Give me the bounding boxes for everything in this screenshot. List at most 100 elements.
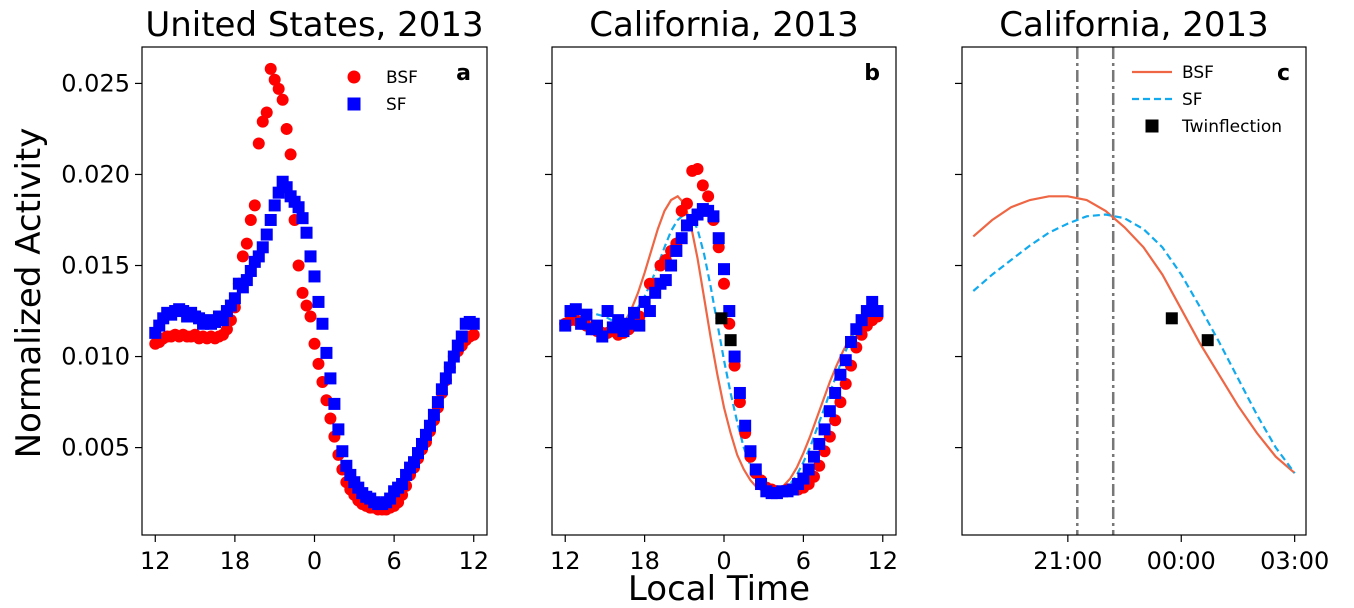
data-point	[739, 419, 752, 432]
data-point	[256, 241, 269, 254]
data-point	[818, 423, 831, 436]
data-point	[236, 250, 249, 263]
data-point	[408, 456, 421, 469]
chart-title: California, 2013	[999, 5, 1269, 45]
legend-marker	[347, 97, 361, 111]
series-line	[972, 195, 1296, 474]
data-point	[813, 459, 826, 472]
data-point	[744, 445, 757, 458]
data-point	[324, 412, 337, 425]
data-point	[228, 292, 241, 305]
data-point	[580, 308, 593, 321]
x-tick-label: 12	[550, 547, 581, 575]
data-point	[839, 354, 852, 367]
panel-label: c	[1277, 61, 1290, 86]
chart-title: United States, 2013	[145, 5, 483, 45]
data-point	[324, 372, 337, 385]
data-point	[467, 328, 480, 341]
data-point	[252, 250, 265, 263]
data-point	[220, 323, 233, 336]
panel-label: a	[456, 61, 471, 86]
data-point	[252, 137, 265, 150]
data-point	[240, 274, 253, 287]
data-point	[412, 447, 424, 460]
data-point	[244, 264, 257, 277]
data-point	[649, 286, 662, 299]
data-point	[304, 250, 317, 263]
data-point	[596, 330, 609, 343]
data-point	[696, 179, 709, 192]
data-point	[829, 414, 842, 427]
data-point	[702, 190, 715, 203]
y-tick-label: 0.005	[61, 434, 130, 462]
data-point	[718, 263, 730, 276]
data-point	[691, 163, 704, 175]
data-point	[336, 445, 349, 458]
data-point	[712, 241, 725, 254]
x-tick-label: 0	[307, 547, 322, 575]
data-point	[834, 396, 847, 409]
legend-label: Twinflection	[1181, 117, 1282, 137]
data-point	[829, 386, 842, 399]
data-point	[802, 463, 815, 476]
data-point	[1165, 312, 1178, 325]
x-axis-label: Local Time	[628, 569, 810, 608]
data-point	[807, 450, 820, 463]
data-point	[244, 213, 257, 226]
data-point	[328, 397, 341, 410]
data-point	[813, 437, 826, 450]
data-point	[612, 314, 625, 327]
data-point	[256, 115, 269, 128]
legend-label: BSF	[386, 68, 418, 88]
legend: BSF SF	[347, 68, 418, 115]
legend-label: SF	[1182, 90, 1203, 110]
axes-frame	[961, 46, 1307, 536]
data-point	[268, 199, 281, 212]
data-point	[675, 232, 688, 245]
data-point	[628, 306, 641, 319]
axes-frame	[551, 46, 897, 536]
data-point	[300, 226, 313, 239]
data-point	[272, 82, 285, 95]
data-point	[633, 319, 646, 332]
plot-area	[149, 62, 480, 516]
plot-area	[972, 195, 1296, 474]
x-tick-label: 0	[716, 547, 731, 575]
x-tick-label: 21:00	[1033, 547, 1102, 575]
data-point	[1201, 334, 1214, 347]
data-point	[216, 314, 229, 327]
x-tick-label: 03:00	[1260, 547, 1329, 575]
data-point	[850, 323, 863, 336]
x-tick-label: 12	[458, 547, 489, 575]
panel-a: United States, 2013 a 12 18 0 6 12 0.005 0.010 0.…	[61, 5, 489, 575]
data-point	[718, 277, 730, 290]
x-tick-label: 6	[386, 547, 401, 575]
x-tick-label: 00:00	[1147, 547, 1216, 575]
y-tick-label: 0.015	[61, 252, 130, 280]
chart-title: California, 2013	[589, 5, 859, 45]
data-point	[559, 319, 572, 332]
data-point	[569, 303, 582, 316]
data-point	[670, 244, 683, 257]
data-point	[797, 472, 810, 485]
data-point	[575, 317, 588, 330]
data-point	[590, 319, 603, 332]
y-tick-label: 0.010	[61, 343, 130, 371]
data-point	[296, 212, 309, 225]
data-point	[292, 201, 305, 214]
data-point	[680, 197, 693, 210]
data-point	[823, 405, 836, 418]
data-point	[284, 148, 297, 161]
data-point	[248, 199, 261, 212]
data-point	[316, 317, 329, 330]
x-tick-label: 18	[629, 547, 660, 575]
data-point	[447, 350, 460, 363]
data-point	[260, 228, 273, 241]
data-point	[728, 350, 741, 363]
axes-frame	[141, 46, 488, 536]
x-tick-label: 6	[796, 547, 811, 575]
x-tick-label: 12	[140, 547, 171, 575]
data-point	[845, 335, 858, 348]
data-point	[601, 305, 614, 318]
